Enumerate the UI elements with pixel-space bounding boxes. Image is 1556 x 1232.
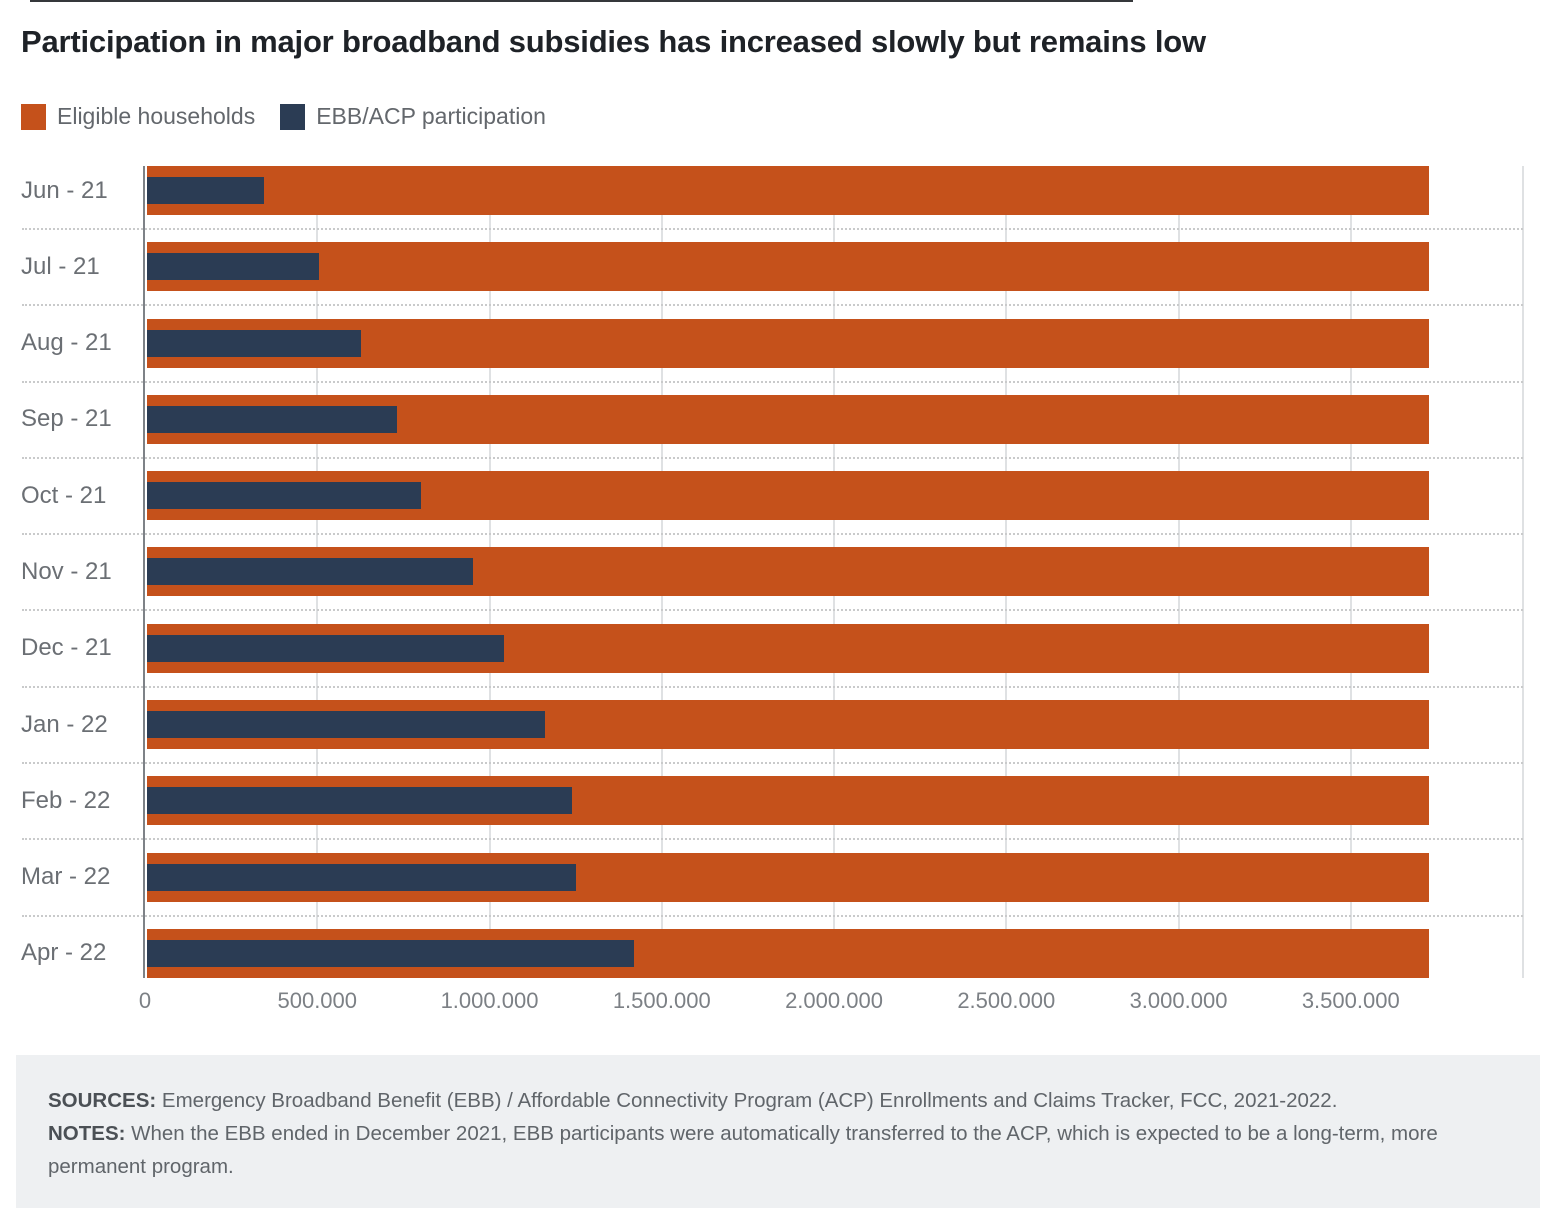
eligible-households-bar — [147, 318, 1429, 368]
y-axis-line — [143, 166, 145, 978]
chart-row: Nov - 21 — [0, 547, 1523, 612]
participation-swatch-icon — [280, 103, 306, 130]
row-plot-area — [145, 852, 1523, 902]
category-label: Sep - 21 — [21, 405, 112, 433]
category-label: Jul - 21 — [21, 252, 100, 280]
ebb-acp-participation-bar — [147, 329, 361, 357]
row-plot-area — [145, 776, 1523, 826]
row-plot-area — [145, 242, 1523, 292]
ebb-acp-participation-bar — [147, 482, 421, 510]
ebb-acp-participation-bar — [147, 405, 397, 433]
chart-row: Jul - 21 — [0, 242, 1523, 307]
category-label: Feb - 22 — [21, 786, 111, 814]
row-plot-area — [145, 928, 1523, 978]
category-label: Jan - 22 — [21, 710, 108, 738]
x-tick-label: 0 — [138, 988, 152, 1013]
chart-row: Oct - 21 — [0, 471, 1523, 536]
row-plot-area — [145, 166, 1523, 215]
x-axis-labels: 0 500.000 1.000.000 1.500.000 2.000.000 2.500… — [139, 988, 1523, 1018]
x-tick-label: 3.500.000 — [1301, 988, 1400, 1013]
chart-title: Participation in major broadband subsidi… — [21, 24, 1206, 59]
legend-label: EBB/ACP participation — [316, 103, 546, 129]
ebb-acp-participation-bar — [147, 558, 473, 586]
gridline — [1522, 166, 1524, 978]
x-tick-label: 2.500.000 — [957, 988, 1056, 1013]
chart-row: Aug - 21 — [0, 318, 1523, 383]
category-label: Nov - 21 — [21, 557, 112, 585]
chart-row: Jan - 22 — [0, 700, 1523, 765]
ebb-acp-participation-bar — [147, 253, 320, 281]
notes-text: When the EBB ended in December 2021, EBB… — [48, 1122, 1438, 1178]
category-label: Mar - 22 — [21, 863, 111, 891]
x-tick-label: 3.000.000 — [1129, 988, 1228, 1013]
eligible-swatch-icon — [21, 103, 46, 130]
sources-text: Emergency Broadband Benefit (EBB) / Affo… — [156, 1089, 1338, 1112]
category-label: Dec - 21 — [21, 634, 112, 662]
x-tick-label: 2.000.000 — [785, 988, 883, 1013]
ebb-acp-participation-bar — [147, 177, 265, 204]
row-plot-area — [145, 394, 1523, 444]
top-border-line — [30, 0, 1133, 2]
row-plot-area — [145, 623, 1523, 673]
legend: Eligible households EBB/ACP participatio… — [21, 103, 546, 130]
row-plot-area — [145, 700, 1523, 750]
row-plot-area — [145, 471, 1523, 521]
x-tick-label: 500.000 — [277, 988, 358, 1013]
chart-row: Sep - 21 — [0, 394, 1523, 459]
ebb-acp-participation-bar — [147, 711, 545, 739]
legend-item-eligible: Eligible households — [21, 103, 255, 130]
eligible-households-bar — [147, 242, 1429, 292]
sources-line: SOURCES: Emergency Broadband Benefit (EB… — [48, 1084, 1508, 1117]
ebb-acp-participation-bar — [147, 863, 576, 891]
legend-label: Eligible households — [57, 103, 256, 129]
category-label: Aug - 21 — [21, 329, 112, 357]
sources-label: SOURCES: — [48, 1089, 157, 1112]
category-label: Jun - 21 — [21, 176, 108, 204]
row-plot-area — [145, 547, 1523, 597]
x-tick-label: 1.500.000 — [612, 988, 711, 1013]
chart-row: Mar - 22 — [0, 852, 1523, 917]
ebb-acp-participation-bar — [147, 939, 635, 967]
eligible-households-bar — [147, 166, 1429, 215]
row-plot-area — [145, 318, 1523, 368]
chart-rows: Jun - 21 Jul - 21 Aug - 21 Sep - 21 Oct - 21… — [0, 166, 1523, 978]
category-label: Oct - 21 — [21, 481, 107, 509]
chart-row: Dec - 21 — [0, 623, 1523, 688]
legend-item-participation: EBB/ACP participation — [280, 103, 546, 130]
category-label: Apr - 22 — [21, 939, 107, 967]
chart-row: Feb - 22 — [0, 776, 1523, 841]
notes-label: NOTES: — [48, 1122, 126, 1145]
chart-row: Apr - 22 — [0, 928, 1523, 978]
x-tick-label: 1.000.000 — [440, 988, 539, 1013]
notes-line: NOTES: When the EBB ended in December 20… — [48, 1117, 1508, 1183]
chart-row: Jun - 21 — [0, 166, 1523, 230]
footer-note: SOURCES: Emergency Broadband Benefit (EB… — [16, 1055, 1540, 1208]
ebb-acp-participation-bar — [147, 634, 504, 662]
ebb-acp-participation-bar — [147, 787, 573, 815]
bar-chart: Jun - 21 Jul - 21 Aug - 21 Sep - 21 Oct - 21… — [0, 166, 1524, 978]
